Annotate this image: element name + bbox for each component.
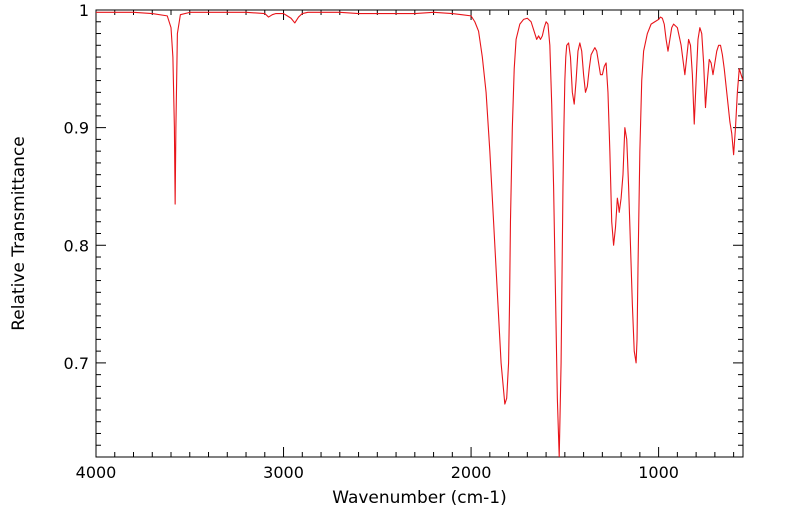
- y-tick-label: 0.7: [64, 354, 89, 373]
- y-tick-label: 1: [79, 1, 89, 20]
- y-tick-label: 0.8: [64, 236, 89, 255]
- x-tick-label: 1000: [638, 463, 679, 482]
- axis-ticks: [95, 9, 743, 457]
- x-axis-title: Wavenumber (cm-1): [332, 488, 507, 508]
- x-tick-label: 3000: [263, 463, 304, 482]
- spectrum-line: [96, 11, 743, 457]
- series-layer: [96, 11, 743, 457]
- y-tick-label: 0.9: [64, 119, 89, 138]
- x-tick-label: 2000: [451, 463, 492, 482]
- y-axis-title: Relative Transmittance: [9, 136, 29, 331]
- plot-area: [95, 9, 744, 458]
- axis-tick-labels: 4000 3000 2000 1000 1 0.9 0.8 0.7: [64, 1, 679, 482]
- x-tick-label: 4000: [76, 463, 117, 482]
